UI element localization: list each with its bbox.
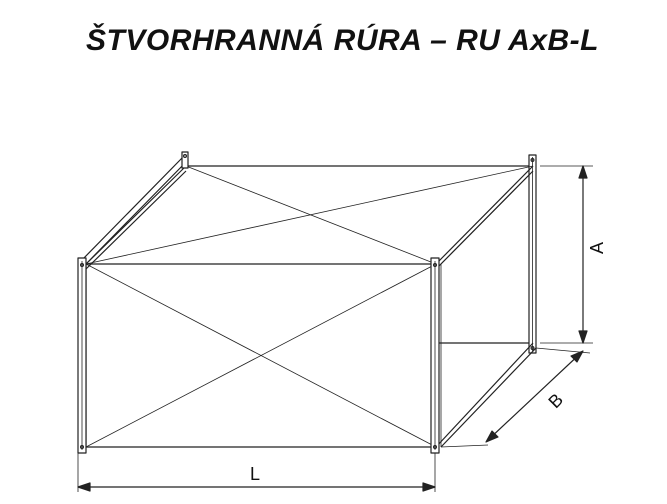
right-face bbox=[435, 175, 537, 448]
front-right-flange bbox=[430, 257, 440, 454]
back-flange bbox=[528, 154, 537, 354]
top-flange bbox=[79, 151, 189, 267]
dimension-b bbox=[440, 347, 591, 448]
back-face bbox=[186, 165, 534, 344]
dimension-a-label: A bbox=[587, 242, 607, 254]
dimension-l bbox=[77, 453, 436, 492]
dimension-b-label: B bbox=[544, 389, 567, 412]
front-face bbox=[85, 263, 437, 448]
dimension-l-label: L bbox=[250, 464, 260, 484]
page-title: ŠTVORHRANNÁ RÚRA – RU AxB-L bbox=[86, 24, 599, 57]
dimension-a bbox=[540, 165, 593, 344]
top-face bbox=[85, 165, 534, 270]
front-left-flange bbox=[77, 257, 87, 454]
